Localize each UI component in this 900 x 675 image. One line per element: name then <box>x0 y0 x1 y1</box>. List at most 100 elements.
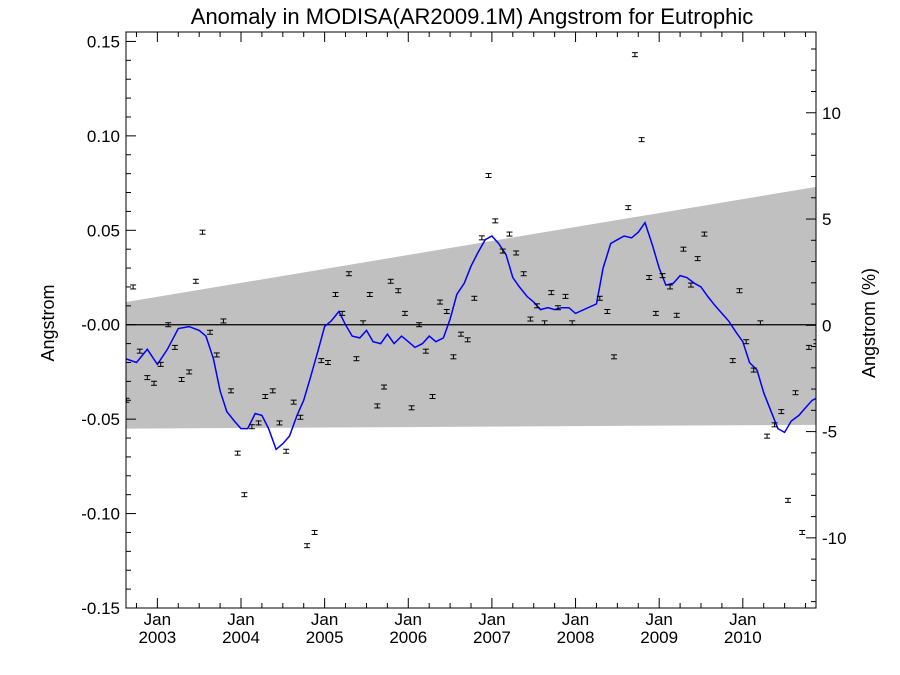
data-point <box>478 235 485 241</box>
data-point <box>297 414 304 420</box>
data-point <box>631 52 638 58</box>
data-point <box>729 358 736 364</box>
data-point <box>255 420 262 426</box>
y2-tick-label: -5 <box>822 423 837 442</box>
data-point <box>429 393 436 399</box>
data-point <box>381 384 388 390</box>
data-point <box>157 361 164 367</box>
data-point <box>527 316 534 322</box>
data-point <box>178 376 185 382</box>
data-point <box>395 288 402 294</box>
data-point <box>464 337 471 343</box>
data-point <box>541 320 548 326</box>
x-tick-year-label: 2006 <box>389 628 427 647</box>
data-point <box>506 231 513 237</box>
data-point <box>750 367 757 373</box>
data-point <box>771 422 778 428</box>
x-tick-year-label: 2008 <box>557 628 595 647</box>
data-point <box>513 250 520 256</box>
y-tick-label: -0.00 <box>81 316 120 335</box>
data-point <box>136 348 143 354</box>
data-point <box>604 309 611 315</box>
data-point <box>813 339 816 345</box>
data-point <box>416 322 423 328</box>
data-point <box>339 310 346 316</box>
data-point <box>554 305 561 311</box>
data-point <box>652 310 659 316</box>
y-tick-label: -0.05 <box>81 410 120 429</box>
x-tick-year-label: 2007 <box>473 628 511 647</box>
data-point <box>144 375 151 381</box>
data-point <box>596 295 603 301</box>
y-tick-label: 0.15 <box>87 32 120 51</box>
data-point <box>408 405 415 411</box>
data-point <box>422 348 429 354</box>
data-point <box>199 229 206 235</box>
data-point <box>387 278 394 284</box>
data-point <box>792 390 799 396</box>
x-tick-month-label: Jan <box>144 610 171 629</box>
x-tick-year-label: 2005 <box>306 628 344 647</box>
data-point <box>186 369 193 375</box>
data-point <box>548 290 555 296</box>
data-point <box>443 309 450 315</box>
data-point <box>687 282 694 288</box>
x-tick-month-label: Jan <box>478 610 505 629</box>
data-point <box>743 339 750 345</box>
y-axis-label: Angstrom <box>38 284 58 361</box>
data-point <box>401 310 408 316</box>
data-point <box>374 403 381 409</box>
x-tick-year-label: 2009 <box>640 628 678 647</box>
x-tick-month-label: Jan <box>562 610 589 629</box>
chart-title: Anomaly in MODISA(AR2009.1M) Angstrom fo… <box>191 4 753 29</box>
data-point <box>784 497 791 503</box>
data-point <box>492 218 499 224</box>
data-point <box>680 246 687 252</box>
data-point <box>220 318 227 324</box>
data-point <box>437 299 444 305</box>
data-point <box>360 320 367 326</box>
x-tick-month-label: Jan <box>645 610 672 629</box>
data-point <box>165 322 172 328</box>
x-tick-month-label: Jan <box>395 610 422 629</box>
data-point <box>171 344 178 350</box>
y-tick-label: 0.05 <box>87 221 120 240</box>
data-point <box>457 331 464 337</box>
data-point <box>353 356 360 362</box>
data-point <box>799 529 806 535</box>
data-point <box>241 492 248 498</box>
data-point <box>646 275 653 281</box>
data-point <box>269 388 276 394</box>
data-point <box>757 320 764 326</box>
plot-area: 0.15 0.10 0.05 -0.00 -0.05 -0.10 -0.15 10 5 0 -5 -1… <box>81 31 847 647</box>
data-point <box>485 173 492 179</box>
smoothed-series-line <box>126 221 816 451</box>
data-point <box>276 420 283 426</box>
data-point <box>151 380 158 386</box>
data-point <box>262 393 269 399</box>
y2-axis-label: Angstrom (%) <box>859 268 879 378</box>
data-point <box>324 359 331 365</box>
x-tick-year-label: 2004 <box>222 628 260 647</box>
data-point <box>248 424 255 430</box>
data-point <box>764 433 771 439</box>
data-point <box>283 448 290 454</box>
data-point <box>499 248 506 254</box>
data-point <box>192 278 199 284</box>
data-point <box>701 231 708 237</box>
y-tick-label: 0.10 <box>87 127 120 146</box>
data-point <box>638 137 645 143</box>
data-point <box>778 409 785 415</box>
data-point <box>736 288 743 294</box>
x-tick-month-label: Jan <box>729 610 756 629</box>
x-tick-month-label: Jan <box>227 610 254 629</box>
y2-tick-label: 0 <box>822 316 831 335</box>
data-point <box>304 543 311 549</box>
y-tick-label: -0.15 <box>81 599 120 618</box>
data-point <box>667 284 674 290</box>
data-point <box>311 529 318 535</box>
data-point <box>213 352 220 358</box>
data-point <box>227 388 234 394</box>
trend-band <box>126 186 816 429</box>
